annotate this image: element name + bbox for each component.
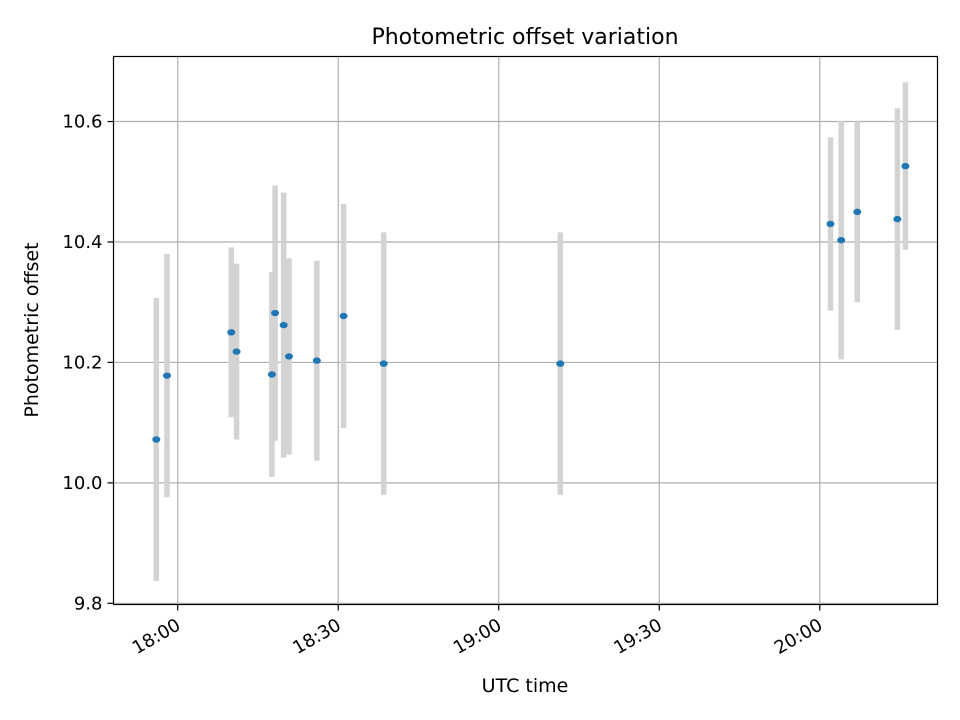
chart-title: Photometric offset variation <box>371 25 678 50</box>
data-point <box>312 357 321 364</box>
data-point <box>267 371 276 378</box>
data-point <box>556 360 565 367</box>
plot-frame <box>112 55 939 606</box>
data-point <box>853 208 862 216</box>
data-point <box>837 236 846 244</box>
y-tick-label: 9.8 <box>74 593 103 614</box>
data-point <box>271 309 280 317</box>
y-tick-label: 10.6 <box>62 112 102 133</box>
x-tick-label: 18:30 <box>289 615 344 659</box>
data-point <box>163 372 172 379</box>
data-point <box>339 312 348 320</box>
data-point <box>901 162 910 170</box>
data-point <box>893 215 902 223</box>
data-point <box>379 360 388 367</box>
data-point <box>152 436 161 443</box>
x-tick-label: 19:30 <box>610 615 665 659</box>
y-tick-label: 10.2 <box>62 352 102 373</box>
x-tick-label: 19:00 <box>450 615 505 659</box>
y-axis-ticks: 9.8 10.0 10.2 10.4 10.6 <box>62 112 114 614</box>
data-point <box>285 353 294 360</box>
y-tick-label: 10.0 <box>62 473 102 494</box>
x-axis-ticks: 18:00 18:30 19:00 19:30 20:00 <box>129 604 826 659</box>
x-tick-label: 18:00 <box>129 615 184 659</box>
error-bars <box>153 82 909 582</box>
data-point <box>232 348 241 355</box>
y-tick-label: 10.4 <box>62 232 102 253</box>
data-point <box>826 220 835 228</box>
grid-lines <box>113 56 938 605</box>
data-points <box>152 162 910 443</box>
data-point <box>227 329 236 336</box>
x-axis-label: UTC time <box>482 675 569 697</box>
x-tick-label: 20:00 <box>771 615 826 659</box>
data-point <box>279 321 288 329</box>
y-axis-label: Photometric offset <box>21 242 43 417</box>
